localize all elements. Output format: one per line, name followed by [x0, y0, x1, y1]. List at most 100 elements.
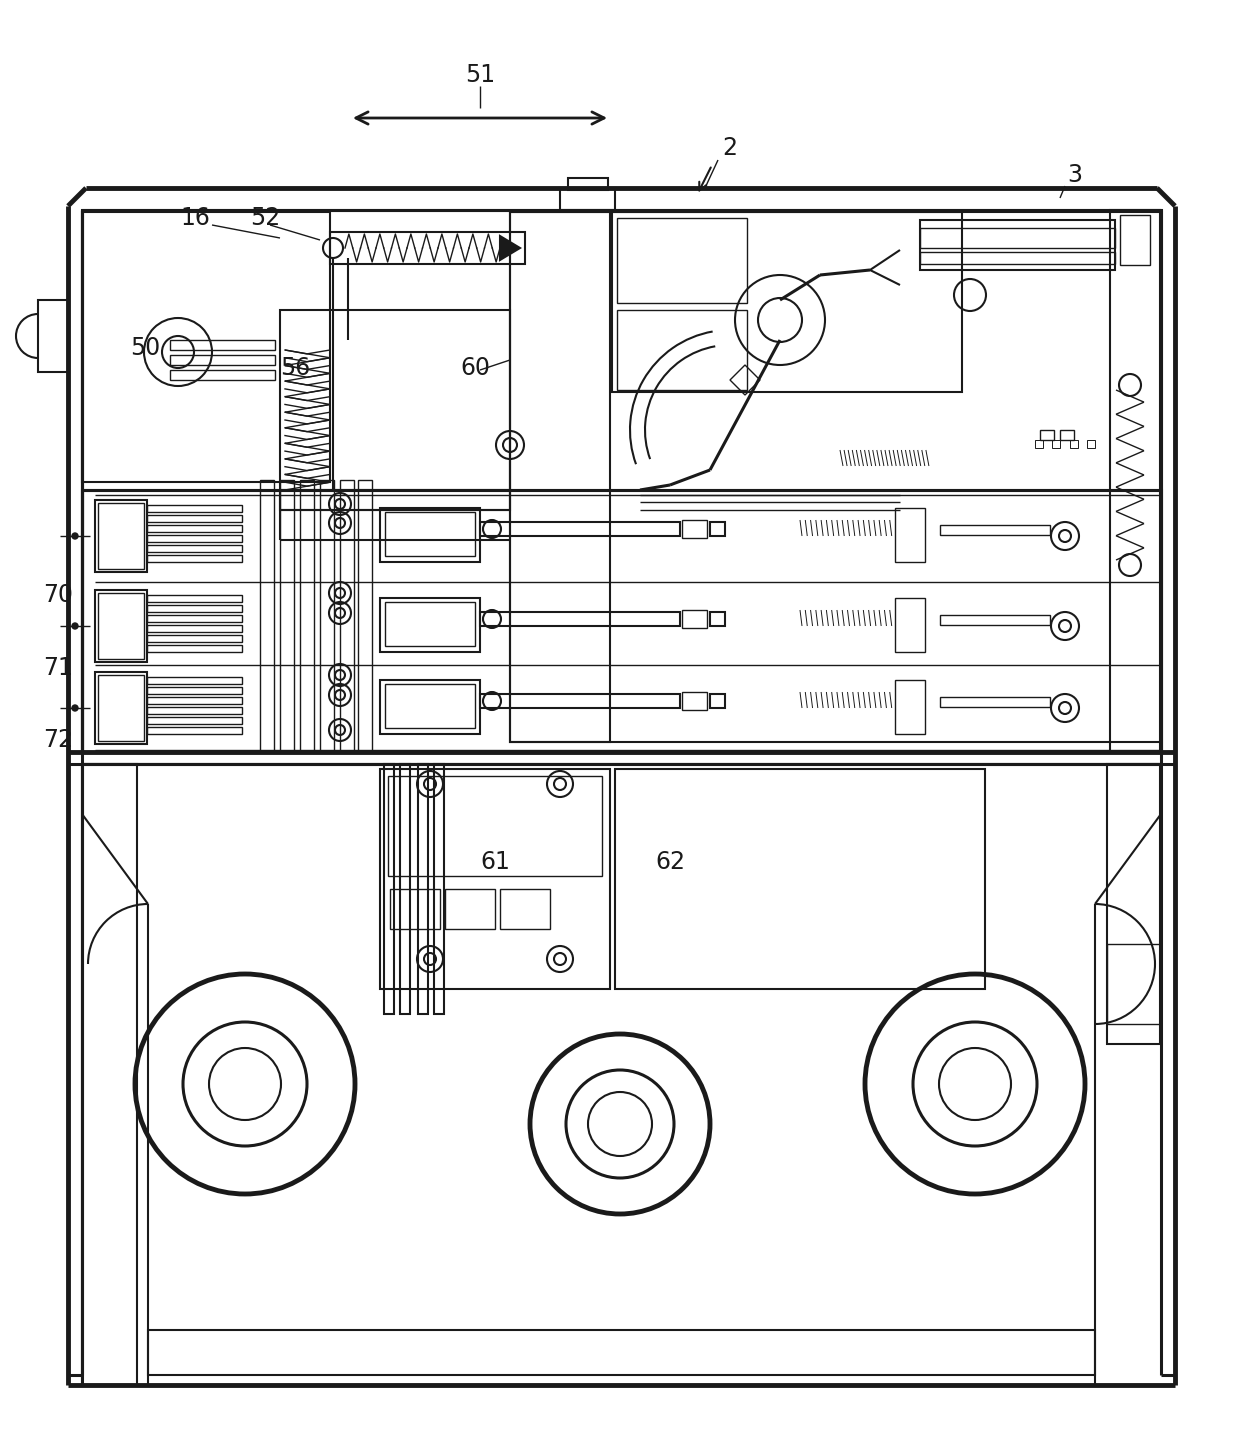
Bar	[148, 696, 242, 704]
Bar	[379, 599, 480, 652]
Bar	[510, 212, 1161, 743]
Bar	[148, 707, 242, 714]
Bar	[1040, 430, 1054, 440]
Bar	[1110, 210, 1159, 753]
Bar	[170, 340, 275, 350]
Bar	[148, 505, 242, 512]
Bar	[330, 232, 525, 263]
Bar	[510, 212, 610, 743]
Bar	[95, 672, 148, 744]
Bar	[148, 676, 242, 684]
Bar	[280, 481, 294, 753]
Bar	[148, 686, 242, 694]
Circle shape	[72, 623, 78, 629]
Bar	[384, 512, 475, 555]
Bar	[1120, 214, 1149, 265]
Circle shape	[72, 705, 78, 711]
Text: 52: 52	[250, 206, 280, 230]
Bar	[682, 692, 707, 709]
Bar	[170, 355, 275, 366]
Bar	[480, 522, 680, 535]
Bar	[895, 681, 925, 734]
Bar	[260, 481, 274, 753]
Text: 2: 2	[723, 137, 738, 160]
Bar	[82, 212, 330, 482]
Bar	[148, 535, 242, 543]
Bar	[711, 612, 725, 626]
Bar	[682, 519, 707, 538]
Bar	[384, 684, 475, 728]
Bar	[95, 499, 148, 571]
Bar	[379, 768, 610, 989]
Bar	[682, 610, 707, 627]
Bar	[480, 612, 680, 626]
Bar	[82, 210, 1161, 753]
Bar	[148, 515, 242, 522]
Bar	[615, 768, 985, 989]
Bar	[98, 504, 144, 568]
Text: 16: 16	[180, 206, 210, 230]
Bar	[613, 212, 962, 391]
Bar	[148, 604, 242, 612]
Bar	[148, 555, 242, 563]
Bar	[320, 481, 334, 753]
Bar	[82, 764, 136, 1384]
Bar	[920, 220, 1115, 271]
Text: 70: 70	[43, 583, 73, 607]
Bar	[148, 1330, 1095, 1376]
Bar	[711, 694, 725, 708]
Bar	[500, 889, 551, 930]
Bar	[148, 594, 242, 602]
Bar	[1052, 440, 1060, 448]
Bar	[340, 481, 353, 753]
Text: 72: 72	[43, 728, 73, 753]
Bar	[148, 545, 242, 553]
Bar	[300, 481, 314, 753]
Bar	[940, 614, 1050, 625]
Bar	[82, 491, 1161, 753]
Polygon shape	[500, 236, 520, 260]
Bar	[418, 764, 428, 1014]
Bar	[379, 681, 480, 734]
Bar	[711, 522, 725, 535]
Bar	[445, 889, 495, 930]
Bar	[98, 593, 144, 659]
Text: 56: 56	[280, 355, 310, 380]
Bar	[1035, 440, 1043, 448]
Bar	[480, 694, 680, 708]
Text: 60: 60	[460, 355, 490, 380]
Bar	[940, 696, 1050, 707]
Bar	[148, 625, 242, 632]
Bar	[920, 252, 1115, 263]
Text: 71: 71	[43, 656, 73, 681]
Bar	[148, 635, 242, 642]
Bar	[148, 727, 242, 734]
Bar	[384, 602, 475, 646]
Bar	[98, 675, 144, 741]
Bar	[280, 309, 510, 509]
Bar	[1087, 440, 1095, 448]
Bar	[1107, 944, 1159, 1025]
Text: 50: 50	[130, 335, 160, 360]
Bar	[560, 189, 615, 210]
Bar	[148, 525, 242, 532]
Bar	[388, 776, 601, 876]
Circle shape	[72, 532, 78, 540]
Bar	[895, 508, 925, 563]
Bar	[148, 717, 242, 724]
Bar	[434, 764, 444, 1014]
Bar	[384, 764, 394, 1014]
Bar	[95, 590, 148, 662]
Bar	[1070, 440, 1078, 448]
Bar	[920, 227, 1115, 248]
Bar	[148, 614, 242, 622]
Text: 3: 3	[1068, 163, 1083, 187]
Bar	[38, 299, 68, 373]
Bar	[568, 178, 608, 190]
Bar	[379, 508, 480, 563]
Text: 62: 62	[655, 850, 684, 873]
Bar	[148, 645, 242, 652]
Bar	[618, 217, 746, 304]
Bar	[170, 370, 275, 380]
Bar	[940, 525, 1050, 535]
